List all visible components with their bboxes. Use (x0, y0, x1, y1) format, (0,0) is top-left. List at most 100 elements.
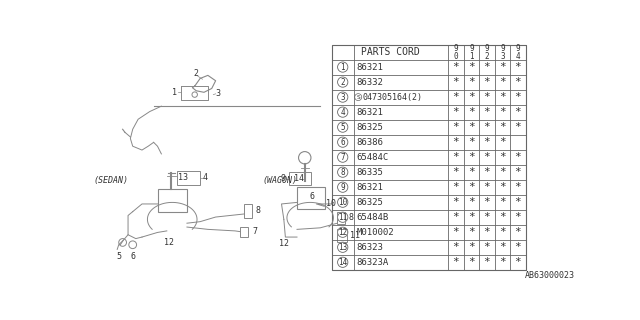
Text: *: * (515, 257, 521, 267)
Text: 9: 9 (340, 183, 345, 192)
Text: *: * (483, 167, 490, 177)
Text: 5: 5 (340, 123, 345, 132)
Text: *: * (483, 197, 490, 207)
Text: 4: 4 (340, 108, 345, 116)
Text: 86335: 86335 (356, 168, 383, 177)
Bar (337, 212, 345, 224)
Text: *: * (468, 62, 475, 72)
Bar (241, 227, 248, 237)
Text: 1: 1 (340, 63, 345, 72)
Text: *: * (515, 62, 521, 72)
Text: PARTS CORD: PARTS CORD (360, 47, 419, 57)
Text: *: * (499, 122, 506, 132)
Text: 9: 9 (280, 174, 285, 183)
Text: *: * (483, 107, 490, 117)
Text: 86323: 86323 (356, 243, 383, 252)
Text: *: * (468, 152, 475, 162)
Text: 4: 4 (202, 173, 207, 182)
Bar (177, 171, 200, 185)
Text: 12: 12 (164, 238, 174, 247)
Text: AB63000023: AB63000023 (524, 271, 575, 280)
Text: 86323A: 86323A (356, 258, 389, 267)
Text: *: * (499, 62, 506, 72)
Text: 11: 11 (351, 231, 360, 240)
Text: *: * (452, 182, 460, 192)
Text: (WAGON): (WAGON) (262, 176, 297, 185)
Text: *: * (468, 257, 475, 267)
Text: 10: 10 (338, 198, 348, 207)
Bar (244, 204, 252, 218)
Text: 6: 6 (310, 192, 315, 201)
Text: *: * (515, 242, 521, 252)
Text: *: * (483, 182, 490, 192)
Text: *: * (483, 92, 490, 102)
Text: *: * (468, 107, 475, 117)
Text: 11: 11 (338, 213, 348, 222)
Text: 6: 6 (340, 138, 345, 147)
Text: 9
0: 9 0 (454, 44, 458, 60)
Text: 9
2: 9 2 (484, 44, 489, 60)
Text: 2: 2 (340, 77, 345, 87)
Text: *: * (468, 137, 475, 147)
Text: *: * (452, 167, 460, 177)
Text: *: * (452, 227, 460, 237)
Text: *: * (515, 92, 521, 102)
Text: *: * (452, 122, 460, 132)
Bar (332, 44, 525, 270)
Text: *: * (452, 242, 460, 252)
Text: *: * (483, 242, 490, 252)
Text: *: * (452, 92, 460, 102)
Text: *: * (515, 182, 521, 192)
Text: (SEDAN): (SEDAN) (94, 176, 129, 185)
Text: *: * (499, 107, 506, 117)
Text: *: * (483, 77, 490, 87)
Text: 86321: 86321 (356, 108, 383, 116)
Text: 12: 12 (338, 228, 348, 237)
Text: 13: 13 (338, 243, 348, 252)
Text: *: * (452, 77, 460, 87)
Text: M010002: M010002 (356, 228, 394, 237)
Text: 14: 14 (338, 258, 348, 267)
Text: *: * (515, 197, 521, 207)
Text: 9
3: 9 3 (500, 44, 505, 60)
Text: *: * (452, 212, 460, 222)
Text: *: * (483, 122, 490, 132)
Text: 86325: 86325 (356, 123, 383, 132)
Text: S: S (356, 95, 360, 100)
Text: *: * (468, 77, 475, 87)
Text: *: * (499, 167, 506, 177)
Text: 3: 3 (216, 89, 221, 98)
Text: *: * (468, 182, 475, 192)
Text: 86321: 86321 (356, 183, 383, 192)
Text: 3: 3 (340, 92, 345, 102)
Text: *: * (515, 167, 521, 177)
Text: 14: 14 (294, 174, 303, 183)
Text: *: * (452, 197, 460, 207)
Text: *: * (499, 152, 506, 162)
Text: *: * (452, 107, 460, 117)
Text: *: * (515, 212, 521, 222)
Text: 10: 10 (326, 199, 335, 208)
Text: 65484C: 65484C (356, 153, 389, 162)
Text: *: * (499, 92, 506, 102)
Text: 5: 5 (116, 252, 121, 261)
Text: *: * (452, 257, 460, 267)
Text: *: * (499, 182, 506, 192)
Text: 8: 8 (340, 168, 345, 177)
Text: 86325: 86325 (356, 198, 383, 207)
Text: 13: 13 (178, 173, 188, 182)
Text: 047305164(2): 047305164(2) (363, 92, 423, 102)
Text: *: * (499, 77, 506, 87)
Text: *: * (515, 227, 521, 237)
Text: *: * (499, 137, 506, 147)
Text: 9
1: 9 1 (469, 44, 474, 60)
Text: *: * (499, 257, 506, 267)
Text: *: * (483, 257, 490, 267)
Bar (337, 229, 347, 242)
Text: *: * (468, 122, 475, 132)
Text: 9
4: 9 4 (516, 44, 520, 60)
Bar (297, 187, 325, 209)
Text: *: * (483, 62, 490, 72)
Bar (157, 188, 187, 212)
Bar (289, 172, 311, 186)
